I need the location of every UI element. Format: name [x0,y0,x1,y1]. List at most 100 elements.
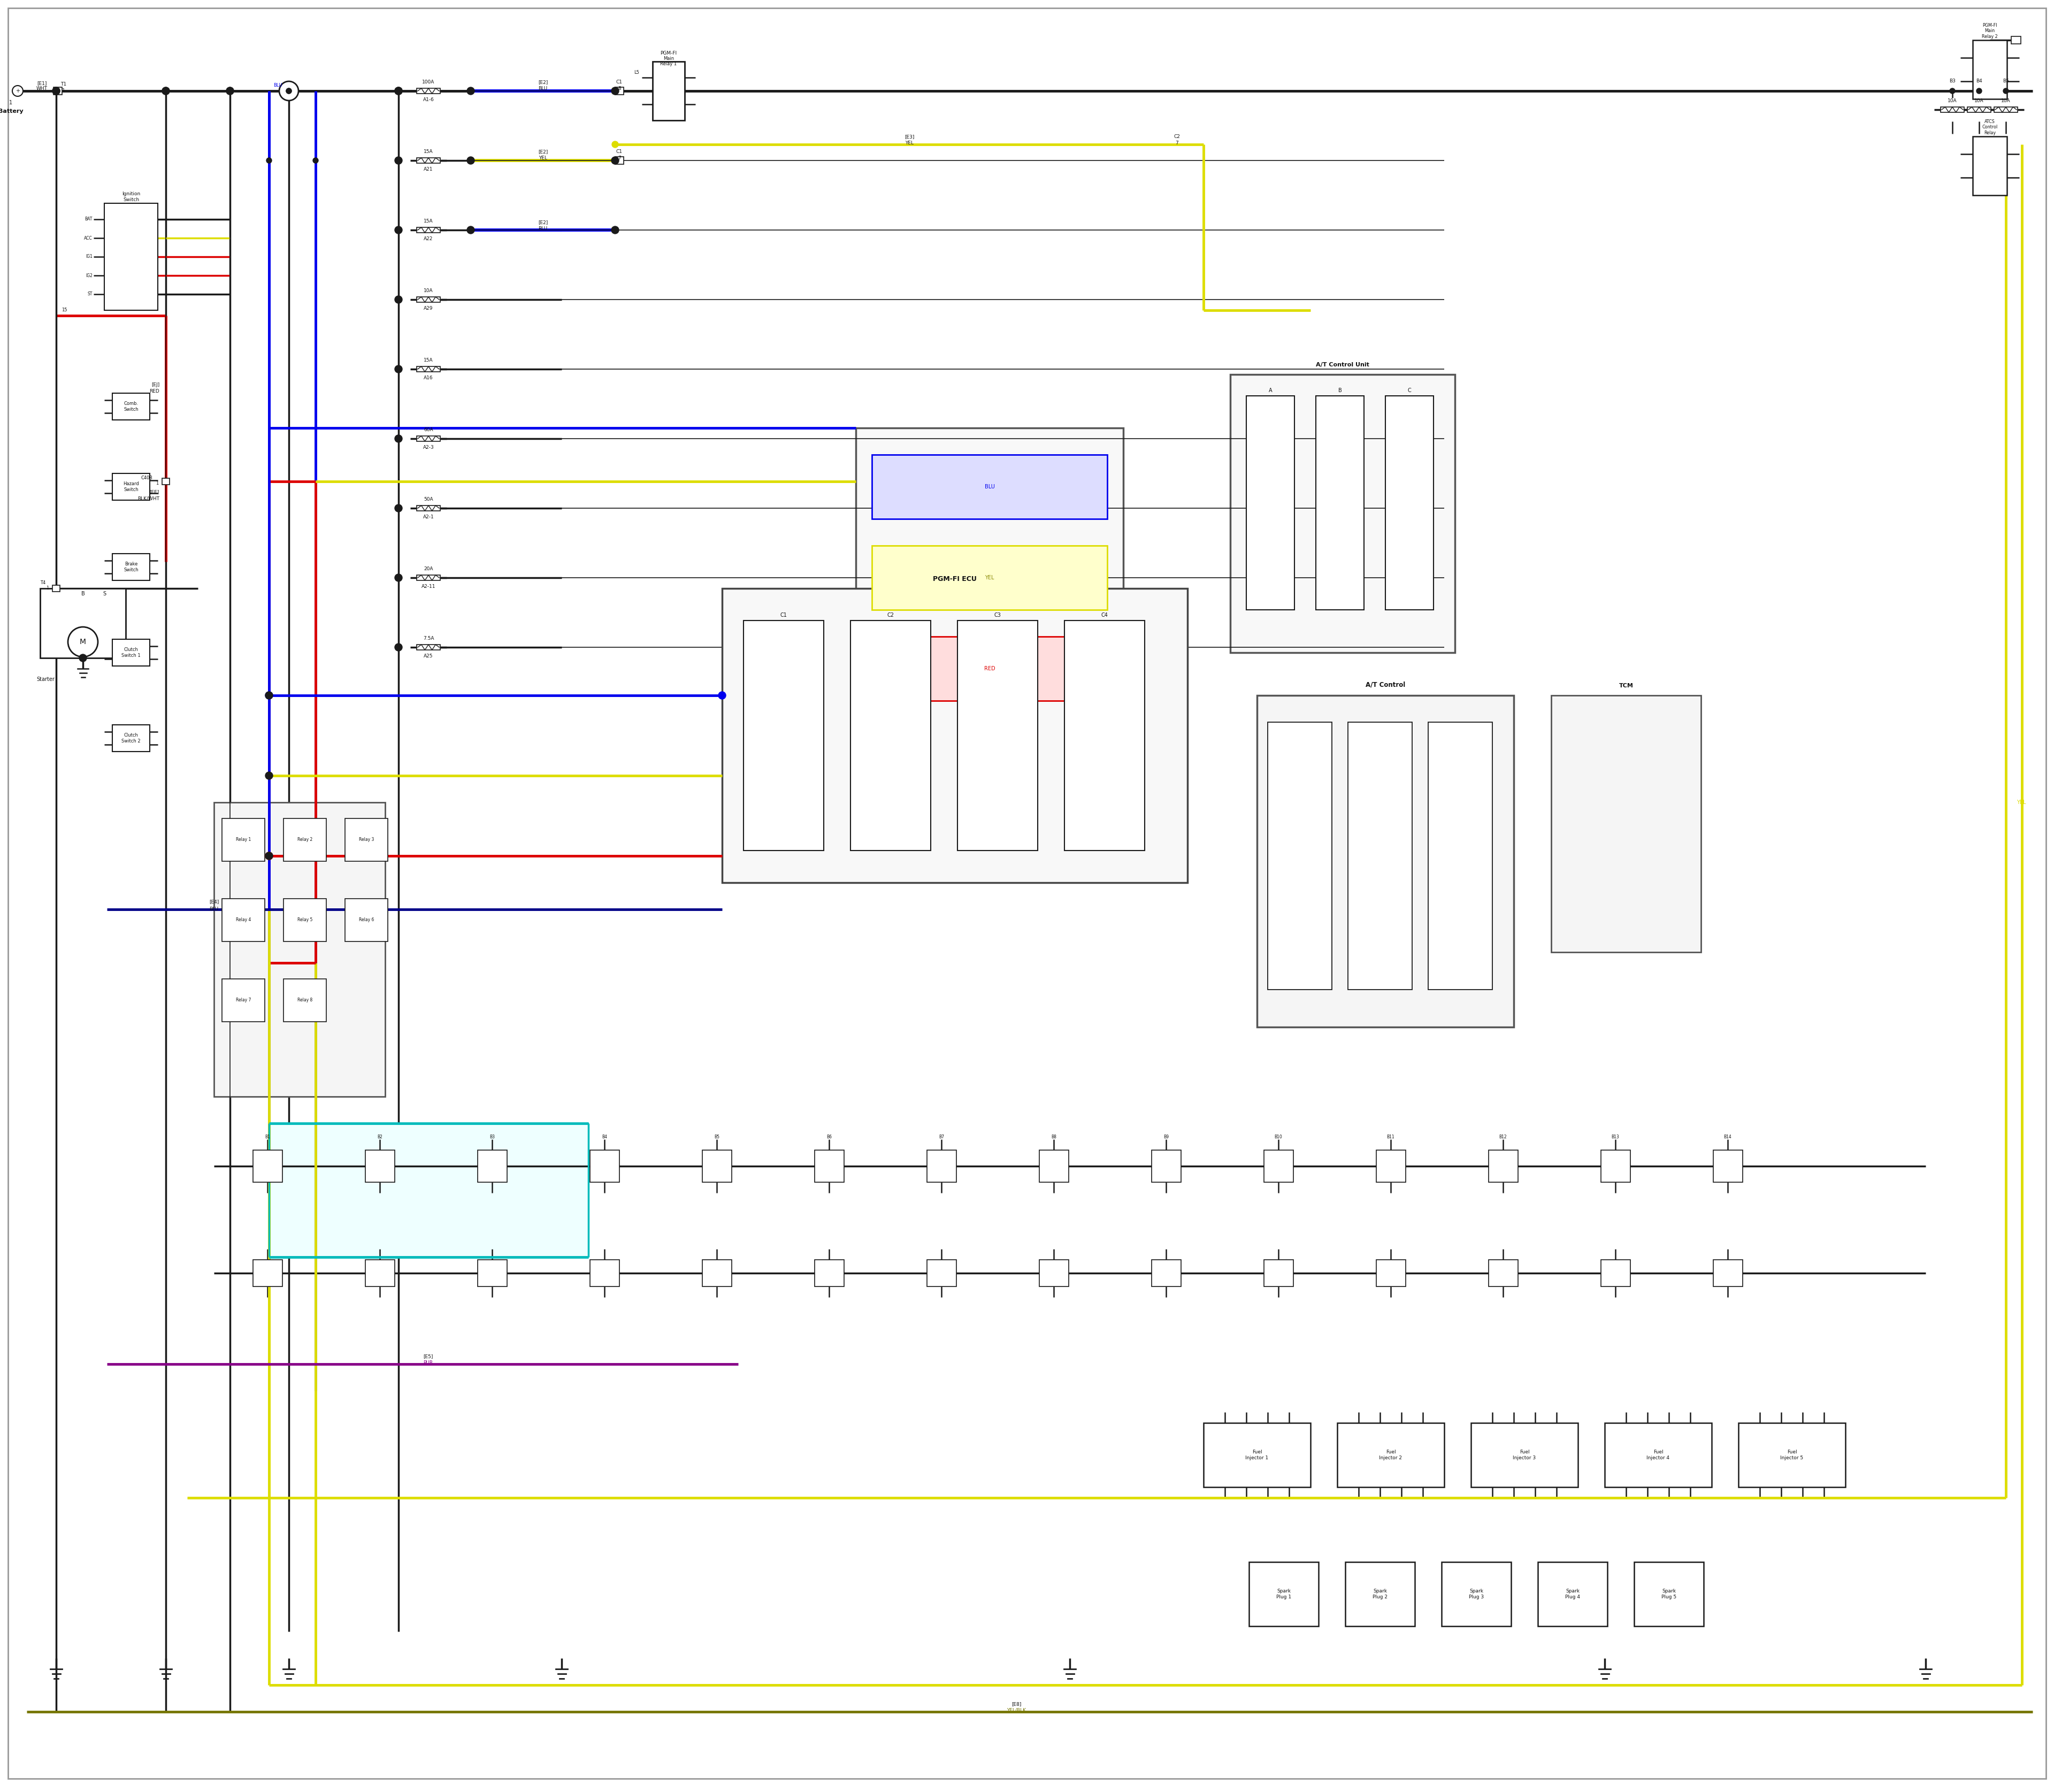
Text: Starter: Starter [37,677,55,683]
Circle shape [394,366,403,373]
Text: C: C [1407,387,1411,392]
Text: [EJ]: [EJ] [152,383,160,387]
Bar [1972,39,2007,99]
Text: B5: B5 [715,1134,719,1140]
Bar [253,1260,281,1287]
Text: 1: 1 [45,586,49,591]
Bar [41,588,125,658]
Text: B9: B9 [1163,1134,1169,1140]
Circle shape [12,86,23,97]
Text: B10: B10 [1273,1134,1282,1140]
Circle shape [468,158,474,163]
Bar [1428,722,1493,989]
Bar [614,88,624,95]
Circle shape [612,226,618,233]
Circle shape [394,88,403,95]
Bar [1713,1150,1742,1183]
Bar [1152,1260,1181,1287]
Circle shape [394,88,403,95]
Text: Relay 8: Relay 8 [298,998,312,1004]
Bar [477,1260,507,1287]
Text: Fuel
Injector 2: Fuel Injector 2 [1378,1450,1403,1460]
Text: 50A: 50A [423,496,433,502]
Text: A29: A29 [423,306,433,310]
Circle shape [394,88,403,95]
Circle shape [394,573,403,581]
Circle shape [265,772,273,780]
Bar [1376,1150,1405,1183]
Text: Relay 4: Relay 4 [236,918,251,923]
Bar [417,158,440,163]
Text: 1: 1 [8,100,12,106]
Text: 10A: 10A [2001,99,2011,104]
Bar [1263,1150,1294,1183]
Circle shape [394,156,403,165]
Bar [269,1124,587,1256]
Text: A2-3: A2-3 [423,444,433,450]
Text: B1: B1 [265,1134,269,1140]
Text: A21: A21 [423,167,433,172]
Text: A16: A16 [423,376,433,380]
Text: BLU: BLU [984,484,994,489]
Text: Fuel
Injector 5: Fuel Injector 5 [1781,1450,1803,1460]
Text: 15A: 15A [423,149,433,154]
Bar [1738,1423,1844,1487]
Circle shape [162,88,170,95]
Text: YEL: YEL [906,140,914,145]
Bar [1247,396,1294,609]
Text: Relay 5: Relay 5 [298,918,312,923]
Text: PUR: PUR [423,1360,433,1366]
Circle shape [226,88,234,95]
Text: 60A: 60A [423,428,433,432]
Circle shape [265,692,273,699]
Circle shape [162,88,168,93]
Circle shape [312,158,318,163]
Text: IG1: IG1 [86,254,92,260]
Text: BLU: BLU [210,907,218,912]
Bar [1713,1260,1742,1287]
Circle shape [394,226,403,233]
Bar [653,61,684,120]
Bar [1604,1423,1711,1487]
Text: B3: B3 [1949,79,1955,84]
Bar [1204,1423,1310,1487]
Text: B: B [80,591,84,597]
Text: IG2: IG2 [86,272,92,278]
Circle shape [468,228,474,233]
Circle shape [394,643,403,650]
Text: ATCS
Control
Relay: ATCS Control Relay [1982,120,1999,134]
Bar [105,202,158,310]
Bar [417,297,440,303]
Circle shape [162,88,170,95]
Text: RED: RED [150,389,160,394]
Text: YEL: YEL [984,575,994,581]
Text: Spark
Plug 2: Spark Plug 2 [1372,1590,1389,1598]
Bar [222,978,265,1021]
Text: 15A: 15A [423,219,433,224]
Text: B14: B14 [1723,1134,1732,1140]
Text: Battery: Battery [0,109,23,115]
Text: C4: C4 [1101,613,1107,618]
Bar [1376,1260,1405,1287]
Text: Spark
Plug 5: Spark Plug 5 [1662,1590,1676,1598]
Bar [1317,396,1364,609]
Text: 7.5A: 7.5A [423,636,433,642]
Text: C2: C2 [1173,134,1179,140]
Circle shape [279,81,298,100]
Text: A: A [1269,387,1271,392]
Bar [1994,108,2017,113]
Bar [417,645,440,650]
Bar [53,88,62,95]
Text: B12: B12 [1499,1134,1508,1140]
Bar [1384,396,1434,609]
Circle shape [1976,88,1982,93]
Circle shape [466,226,474,233]
Bar [850,620,930,851]
Text: A1-6: A1-6 [423,97,433,102]
Text: 100A: 100A [423,79,435,84]
Text: Relay 7: Relay 7 [236,998,251,1004]
Text: [E3]: [E3] [904,134,914,140]
Bar [1152,1150,1181,1183]
Text: 15A: 15A [423,358,433,362]
Circle shape [468,88,474,95]
